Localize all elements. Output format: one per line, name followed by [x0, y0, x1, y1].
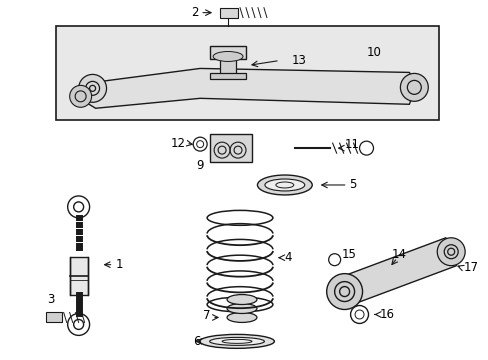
- Ellipse shape: [257, 175, 312, 195]
- Text: 9: 9: [196, 158, 203, 172]
- Text: 14: 14: [391, 248, 406, 261]
- Ellipse shape: [199, 334, 274, 348]
- Text: 5: 5: [349, 179, 356, 192]
- Text: 1: 1: [115, 258, 123, 271]
- Circle shape: [69, 85, 91, 107]
- Circle shape: [326, 274, 362, 310]
- Bar: [69, 257, 87, 294]
- Text: 10: 10: [366, 46, 381, 59]
- Ellipse shape: [226, 294, 256, 305]
- Text: 3: 3: [47, 293, 54, 306]
- Ellipse shape: [264, 179, 304, 191]
- Bar: [56, 26, 438, 120]
- Bar: [210, 73, 245, 80]
- Text: 15: 15: [342, 248, 356, 261]
- Text: 13: 13: [291, 54, 306, 67]
- Circle shape: [436, 238, 464, 266]
- Text: 17: 17: [463, 261, 478, 274]
- Text: 16: 16: [379, 308, 394, 321]
- Text: 7: 7: [202, 309, 210, 322]
- Polygon shape: [82, 68, 416, 108]
- Text: 8: 8: [224, 8, 231, 21]
- Bar: [220, 8, 238, 18]
- Bar: [46, 312, 61, 323]
- Ellipse shape: [209, 337, 264, 345]
- Text: 4: 4: [285, 251, 292, 264]
- Circle shape: [400, 73, 427, 101]
- Ellipse shape: [226, 303, 256, 314]
- Ellipse shape: [226, 312, 256, 323]
- Text: 6: 6: [192, 335, 200, 348]
- Text: 2: 2: [191, 6, 199, 19]
- Bar: [210, 134, 251, 162]
- Circle shape: [79, 75, 106, 102]
- Ellipse shape: [213, 51, 243, 62]
- Text: 11: 11: [344, 138, 359, 150]
- Text: 12: 12: [170, 137, 185, 150]
- Bar: [210, 45, 245, 59]
- Bar: [220, 58, 236, 77]
- Polygon shape: [339, 238, 455, 306]
